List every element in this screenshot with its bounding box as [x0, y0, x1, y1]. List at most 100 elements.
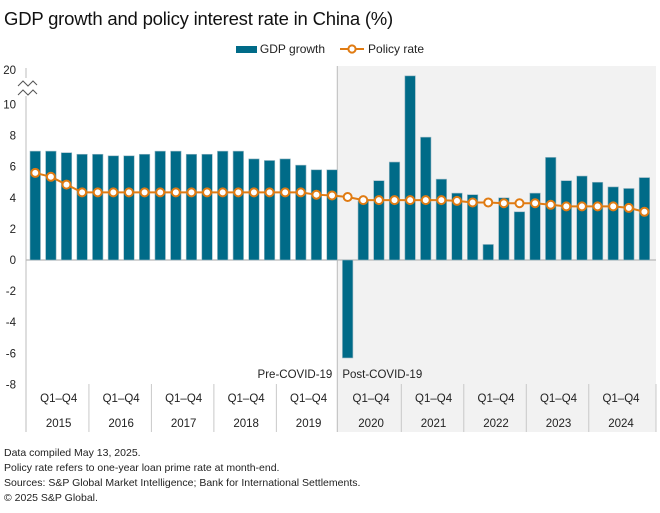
policy-rate-marker: [451, 195, 462, 206]
y-tick-label: -4: [6, 317, 17, 329]
policy-rate-marker: [436, 195, 447, 206]
x-group-quarters-label: Q1–Q4: [353, 393, 391, 405]
gdp-bar: [560, 180, 572, 261]
policy-rate-marker: [295, 187, 306, 198]
x-group-quarters-label: Q1–Q4: [40, 393, 78, 405]
y-tick-label: -2: [6, 286, 16, 298]
policy-rate-marker: [77, 187, 88, 198]
gdp-bar: [498, 197, 510, 261]
x-group-quarters-label: Q1–Q4: [290, 393, 328, 405]
y-tick-label: 2: [10, 224, 16, 236]
gdp-bar: [295, 164, 307, 261]
policy-rate-marker: [155, 187, 166, 198]
policy-rate-marker: [327, 190, 338, 201]
legend-line-marker-icon: [340, 44, 365, 54]
gdp-bar: [170, 150, 182, 261]
footnotes: Data compiled May 13, 2025. Policy rate …: [4, 446, 360, 506]
y-tick-label: 20: [3, 65, 16, 77]
gdp-bar: [232, 150, 244, 261]
gdp-bar: [201, 153, 213, 261]
gdp-bar: [123, 155, 135, 261]
gdp-bar: [342, 259, 354, 359]
policy-rate-marker: [576, 201, 587, 212]
y-tick-label: 10: [3, 100, 16, 112]
legend-item-gdp-growth: GDP growth: [235, 42, 326, 56]
legend-label-policy-rate: Policy rate: [368, 42, 425, 56]
x-group-quarters-label: Q1–Q4: [228, 393, 266, 405]
gdp-bar: [638, 177, 650, 261]
period-label-pre-covid: Pre-COVID-19: [258, 369, 333, 381]
chart-title: GDP growth and policy interest rate in C…: [4, 8, 394, 29]
policy-rate-marker: [217, 187, 228, 198]
x-group-quarters-label: Q1–Q4: [165, 393, 203, 405]
gdp-bar: [373, 180, 385, 261]
y-tick-label: 0: [10, 255, 16, 267]
gdp-bar: [592, 181, 604, 261]
gdp-bar: [29, 150, 41, 261]
gdp-bar: [326, 169, 338, 261]
y-tick-label: -6: [6, 348, 16, 360]
gdp-bar: [107, 155, 119, 261]
policy-rate-marker: [483, 197, 494, 208]
y-tick-label: -8: [6, 379, 16, 391]
policy-rate-marker: [92, 187, 103, 198]
gdp-bar: [217, 150, 229, 261]
policy-rate-marker: [389, 195, 400, 206]
x-group-year-label: 2019: [296, 418, 322, 430]
x-group-year-label: 2017: [171, 418, 197, 430]
policy-rate-line: [35, 171, 645, 213]
gdp-bar: [76, 153, 88, 261]
x-group-year-label: 2018: [233, 418, 259, 430]
gdp-bar: [435, 178, 447, 261]
x-group-year-label: 2022: [483, 418, 509, 430]
gdp-bar: [576, 175, 588, 261]
period-label-post-covid: Post-COVID-19: [342, 369, 422, 381]
policy-rate-marker: [530, 198, 541, 209]
x-group-quarters-label: Q1–Q4: [103, 393, 141, 405]
policy-rate-marker: [45, 171, 56, 182]
gdp-bar: [529, 192, 541, 261]
gdp-bar: [310, 169, 322, 261]
gdp-bar: [357, 200, 369, 261]
gdp-bar: [513, 211, 526, 261]
footnote-copyright: © 2025 S&P Global.: [4, 492, 98, 504]
gdp-bar: [92, 153, 104, 261]
chart-legend: GDP growth Policy rate: [0, 42, 660, 56]
gdp-bar: [623, 188, 635, 261]
policy-rate-marker: [514, 198, 525, 209]
gdp-bar: [248, 158, 260, 261]
policy-rate-marker: [61, 179, 72, 190]
gdp-bar: [388, 161, 401, 261]
gdp-bar: [60, 152, 73, 261]
policy-rate-marker: [233, 187, 244, 198]
gdp-bar: [45, 150, 57, 261]
policy-rate-marker: [561, 201, 572, 212]
gdp-bar: [404, 75, 416, 261]
legend-item-policy-rate: Policy rate: [339, 42, 424, 56]
policy-rate-marker: [202, 187, 213, 198]
policy-rate-marker: [280, 187, 291, 198]
x-group-quarters-label: Q1–Q4: [478, 393, 516, 405]
policy-rate-marker: [248, 187, 259, 198]
gdp-bar: [607, 186, 619, 261]
legend-label-gdp-growth: GDP growth: [259, 42, 326, 56]
y-tick-label: 4: [10, 193, 17, 205]
policy-rate-marker: [170, 187, 181, 198]
x-group-quarters-label: Q1–Q4: [415, 393, 453, 405]
policy-rate-marker: [498, 198, 509, 209]
legend-bar-swatch: [235, 45, 257, 53]
policy-rate-marker: [311, 189, 322, 200]
policy-rate-marker: [108, 187, 119, 198]
footnote-policy-rate-definition: Policy rate refers to one-year loan prim…: [4, 462, 280, 474]
x-group-year-label: 2023: [546, 418, 572, 430]
policy-rate-marker: [639, 206, 650, 217]
policy-rate-marker: [623, 202, 634, 213]
x-group-quarters-label: Q1–Q4: [602, 393, 640, 405]
x-group-year-label: 2016: [108, 418, 134, 430]
policy-rate-marker: [405, 195, 416, 206]
policy-rate-marker: [139, 187, 150, 198]
x-group-quarters-label: Q1–Q4: [540, 393, 578, 405]
gdp-bar: [139, 153, 151, 261]
policy-rate-marker: [30, 167, 41, 178]
